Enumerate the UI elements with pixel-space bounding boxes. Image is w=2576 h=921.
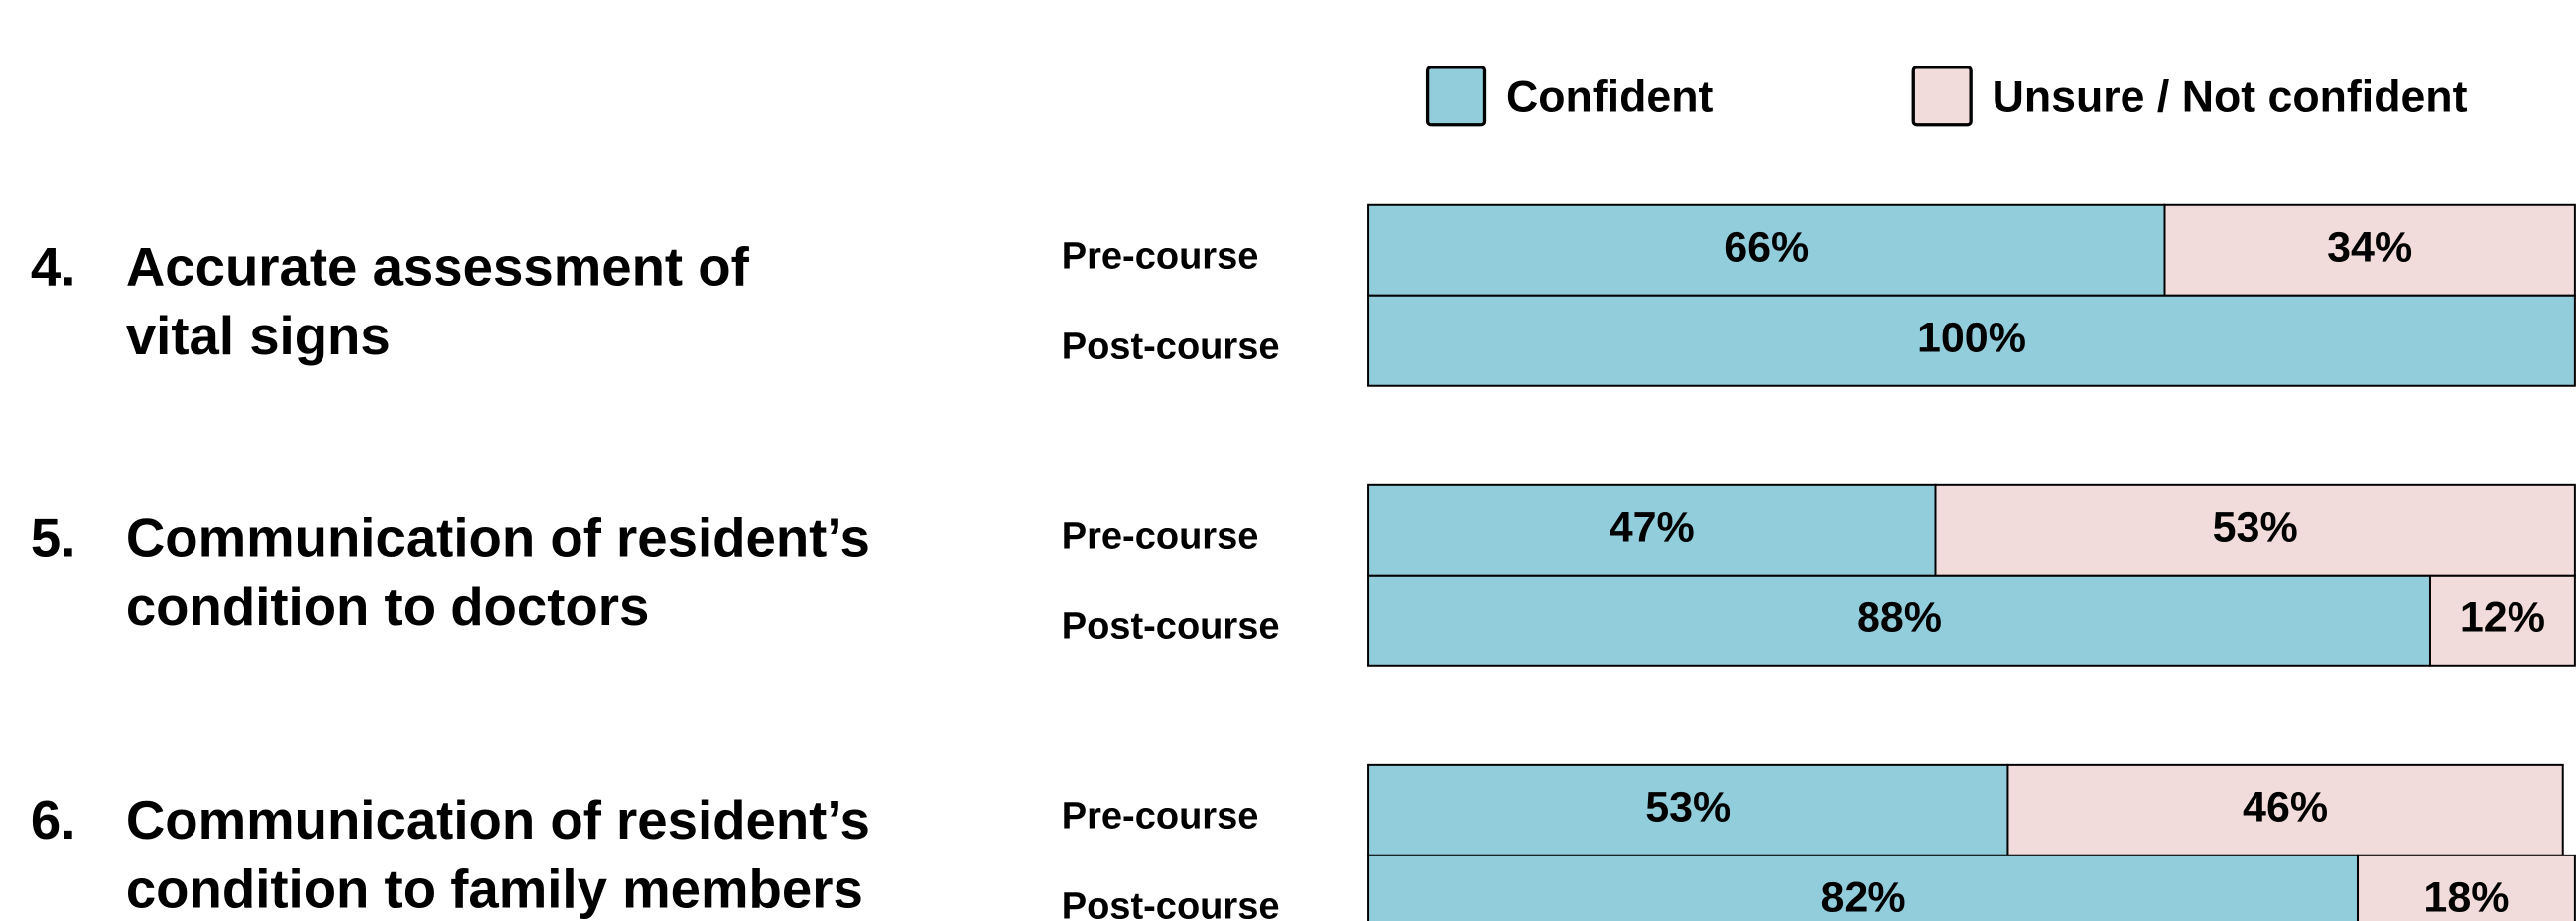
value-label: 46% — [2243, 784, 2328, 832]
legend-swatch — [1425, 66, 1487, 127]
value-label: 82% — [1821, 874, 1906, 921]
question-text: Communication of resident’s — [126, 790, 870, 851]
question-number: 4. — [31, 236, 76, 297]
row-label: Pre-course — [1062, 796, 1259, 838]
row-label: Post-course — [1062, 606, 1280, 648]
bar-segment — [1367, 483, 1937, 577]
value-label: 100% — [1917, 315, 2026, 362]
legend-label: Unsure / Not confident — [1993, 73, 2468, 122]
bar-segment — [1367, 854, 2360, 921]
bar-segment — [2357, 854, 2576, 921]
bar-segment — [1367, 203, 2166, 297]
question-text: vital signs — [126, 306, 391, 366]
legend-label: Confident — [1506, 73, 1713, 122]
value-label: 66% — [1724, 224, 1809, 272]
bar-segment — [1367, 294, 2576, 387]
row-label: Pre-course — [1062, 236, 1259, 278]
question-text: Communication of resident’s — [126, 507, 870, 568]
legend-swatch — [1911, 66, 1973, 127]
bar-segment — [1367, 763, 2009, 856]
row-label: Pre-course — [1062, 516, 1259, 558]
bar-segment — [1934, 483, 2576, 577]
bar-segment — [2428, 574, 2576, 667]
row-label: Post-course — [1062, 327, 1280, 368]
bar-segment — [1367, 574, 2431, 667]
question-number: 6. — [31, 790, 76, 851]
value-label: 18% — [2423, 874, 2509, 921]
question-text: condition to doctors — [126, 577, 650, 637]
value-label: 34% — [2327, 224, 2412, 272]
question-text: condition to family members — [126, 858, 863, 919]
question-text: Accurate assessment of — [126, 236, 750, 297]
value-label: 47% — [1610, 504, 1695, 552]
value-label: 53% — [1645, 784, 1731, 832]
question-number: 5. — [31, 507, 76, 568]
value-label: 12% — [2460, 594, 2545, 642]
value-label: 88% — [1857, 594, 1942, 642]
value-label: 53% — [2213, 504, 2298, 552]
row-label: Post-course — [1062, 886, 1280, 921]
bar-segment — [2163, 203, 2576, 297]
